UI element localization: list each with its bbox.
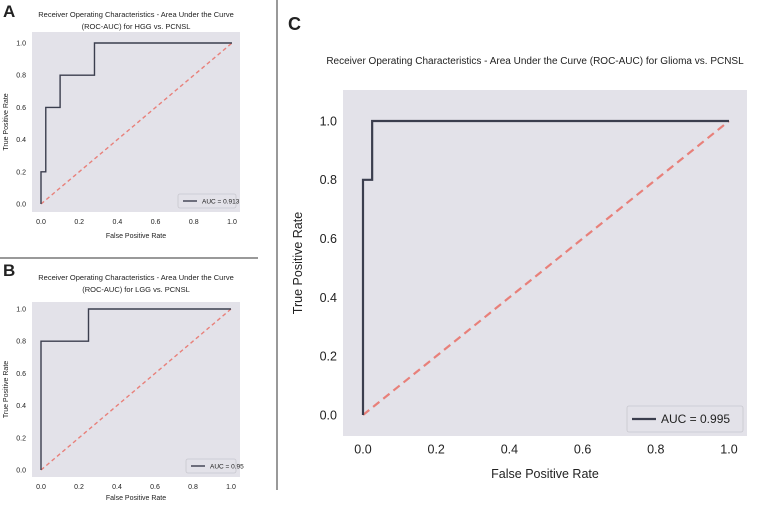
plot-area: [32, 32, 240, 212]
y-tick-label: 0.0: [16, 201, 26, 208]
y-tick-label: 0.8: [320, 173, 337, 187]
y-axis-label: True Positive Rate: [291, 212, 305, 314]
x-tick-label: 0.2: [74, 219, 84, 226]
plot-area: [343, 90, 747, 436]
y-tick-label: 0.2: [320, 350, 337, 364]
x-tick-label: 1.0: [720, 443, 737, 457]
panel-label: A: [3, 2, 15, 21]
roc-curve-line: [40, 42, 232, 204]
roc-curve-line: [361, 119, 729, 415]
y-tick-label: 0.4: [16, 403, 26, 410]
chart-title: (ROC-AUC) for HGG vs. PCNSL: [82, 22, 191, 31]
legend-label: AUC = 0.913: [202, 198, 240, 205]
x-tick-label: 0.4: [501, 443, 518, 457]
legend: AUC = 0.913: [177, 193, 240, 209]
x-tick-label: 0.8: [647, 443, 664, 457]
y-tick-label: 1.0: [320, 114, 337, 128]
y-tick-label: 0.2: [16, 435, 26, 442]
x-tick-label: 0.8: [189, 219, 199, 226]
x-tick-label: 0.2: [428, 443, 445, 457]
y-tick-label: 1.0: [16, 40, 26, 47]
x-tick-label: 0.0: [354, 443, 371, 457]
y-tick-label: 0.8: [16, 339, 26, 346]
chart-title: Receiver Operating Characteristics - Are…: [38, 10, 234, 19]
y-tick-label: 0.8: [16, 73, 26, 80]
x-tick-label: 1.0: [227, 219, 237, 226]
legend-box: [185, 458, 237, 474]
x-tick-label: 0.0: [36, 484, 46, 491]
x-tick-label: 0.4: [112, 484, 122, 491]
legend-label: AUC = 0.95: [210, 463, 244, 470]
chart-title: (ROC-AUC) for LGG vs. PCNSL: [82, 285, 190, 294]
plot-area: [32, 302, 240, 477]
panel-label: C: [288, 14, 301, 34]
legend: AUC = 0.95: [185, 458, 244, 474]
x-axis-label: False Positive Rate: [106, 495, 166, 502]
chance-diagonal-line: [362, 120, 730, 416]
legend: AUC = 0.995: [626, 405, 744, 433]
legend-label: AUC = 0.995: [661, 412, 730, 426]
chart-title: Receiver Operating Characteristics - Are…: [326, 56, 744, 67]
x-tick-label: 0.6: [574, 443, 591, 457]
x-tick-label: 0.6: [150, 484, 160, 491]
x-tick-label: 0.0: [36, 219, 46, 226]
y-axis-label: True Positive Rate: [3, 361, 10, 418]
y-tick-label: 1.0: [16, 306, 26, 313]
y-tick-label: 0.4: [320, 291, 337, 305]
legend-box: [626, 405, 744, 433]
y-axis-label: True Positive Rate: [3, 93, 10, 150]
y-tick-label: 0.6: [16, 105, 26, 112]
panel-b: B Receiver Operating Characteristics - Ar…: [3, 261, 244, 502]
x-axis-label: False Positive Rate: [106, 233, 166, 240]
x-axis-label: False Positive Rate: [491, 467, 599, 481]
roc-curve-line: [40, 308, 231, 470]
y-tick-label: 0.0: [16, 467, 26, 474]
chart-title: Receiver Operating Characteristics - Are…: [38, 273, 234, 282]
x-tick-label: 0.6: [151, 219, 161, 226]
x-tick-label: 0.4: [113, 219, 123, 226]
legend-box: [177, 193, 237, 209]
y-tick-label: 0.0: [320, 408, 337, 422]
panel-c: C Receiver Operating Characteristics - Ar…: [288, 14, 747, 481]
x-tick-label: 0.2: [74, 484, 84, 491]
y-tick-label: 0.6: [320, 232, 337, 246]
y-tick-label: 0.2: [16, 169, 26, 176]
x-tick-label: 0.8: [188, 484, 198, 491]
panel-a: A Receiver Operating Characteristics - Ar…: [3, 2, 240, 240]
y-tick-label: 0.6: [16, 371, 26, 378]
panel-label: B: [3, 261, 15, 280]
y-tick-label: 0.4: [16, 137, 26, 144]
x-tick-label: 1.0: [226, 484, 236, 491]
